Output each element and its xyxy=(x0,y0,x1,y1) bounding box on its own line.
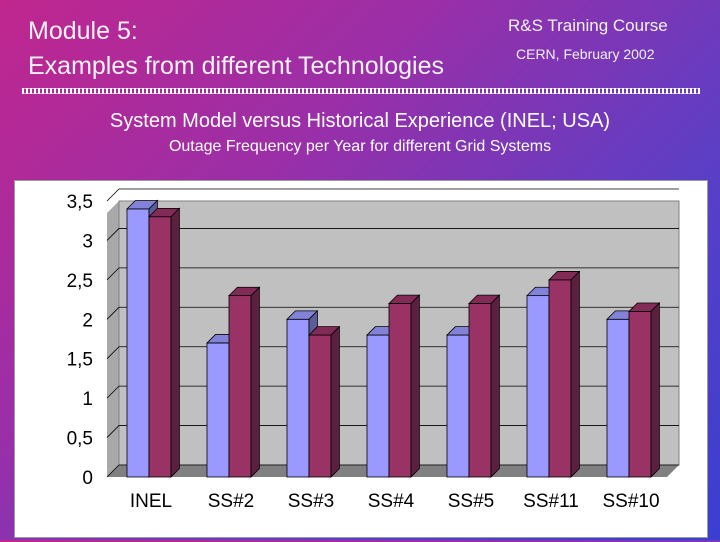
chart-side-wall xyxy=(107,201,119,477)
slide-subtitle: System Model versus Historical Experienc… xyxy=(109,110,611,132)
bar-4-1 xyxy=(468,303,492,478)
bar-side-6-1 xyxy=(650,302,660,478)
bar-chart: 0 0,5 1 1,5 2 2,5 3 3,5 INEL SS#2 SS#3 SS#4 SS#5 SS#1… xyxy=(67,188,680,512)
gridline xyxy=(106,188,679,202)
bar-4-0 xyxy=(446,334,470,478)
module-title: Examples from different Technologies xyxy=(28,52,444,80)
y-tick-label: 0,5 xyxy=(67,429,93,450)
x-tick-label: SS#2 xyxy=(208,491,254,512)
y-tick-label: 1 xyxy=(82,389,93,410)
module-number: Module 5: xyxy=(28,17,138,45)
bar-5-1 xyxy=(548,279,572,478)
bar-6-0 xyxy=(606,318,630,478)
x-tick-label: SS#10 xyxy=(602,491,659,512)
bar-6-1 xyxy=(628,310,652,478)
x-tick-label: SS#3 xyxy=(288,491,334,512)
bar-1-0 xyxy=(206,342,230,478)
y-tick-label: 1,5 xyxy=(67,350,93,371)
course-date: CERN, February 2002 xyxy=(516,46,655,62)
bar-side-2-1 xyxy=(330,325,340,478)
bar-0-1 xyxy=(148,216,172,478)
y-tick-label: 2 xyxy=(82,310,93,331)
gridline xyxy=(106,228,679,241)
bar-3-1 xyxy=(388,303,412,478)
bar-side-3-1 xyxy=(410,294,420,478)
bar-2-1 xyxy=(308,334,332,478)
bar-side-0-1 xyxy=(170,207,180,478)
header-divider xyxy=(22,88,700,94)
x-tick-label: SS#11 xyxy=(523,491,579,512)
course-name: R&S Training Course xyxy=(508,16,668,35)
bar-5-0 xyxy=(526,295,550,478)
bar-side-5-1 xyxy=(570,270,580,478)
bar-3-0 xyxy=(366,334,390,478)
y-tick-label: 3 xyxy=(82,231,93,252)
y-tick-label: 0 xyxy=(82,468,93,489)
x-tick-label: INEL xyxy=(130,491,172,512)
x-tick-label: SS#4 xyxy=(368,491,415,512)
y-tick-label: 3,5 xyxy=(67,192,93,213)
y-tick-label: 2,5 xyxy=(67,271,93,292)
slide-title: Module 5: Examples from different Techno… xyxy=(28,14,444,84)
x-tick-label: SS#5 xyxy=(448,491,494,512)
gridline xyxy=(106,267,679,281)
bar-0-0 xyxy=(126,208,150,478)
bar-side-4-1 xyxy=(490,294,500,478)
bar-side-1-1 xyxy=(250,286,260,478)
chart-caption: Outage Frequency per Year for different … xyxy=(168,138,552,155)
chart-panel: 0 0,5 1 1,5 2 2,5 3 3,5 INEL SS#2 SS#3 SS#4 SS#5 SS#1… xyxy=(14,180,708,538)
bar-1-1 xyxy=(228,295,252,478)
bar-2-0 xyxy=(286,318,310,478)
